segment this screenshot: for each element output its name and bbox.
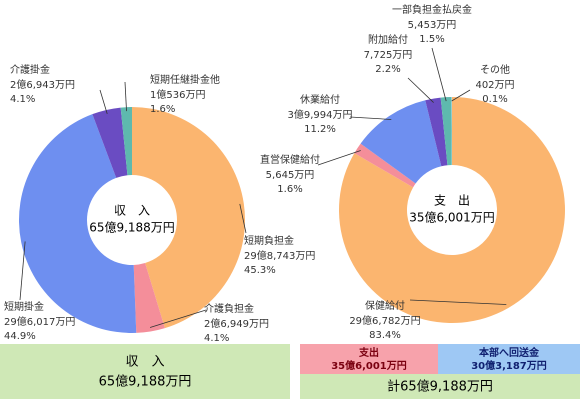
slice-amount: 29億8,743万円 (244, 249, 315, 262)
slice (360, 100, 442, 184)
slice (338, 97, 565, 323)
leader-line (409, 299, 507, 305)
slice (354, 143, 416, 188)
total-box (300, 374, 580, 399)
slice-amount: 5,453万円 (408, 20, 457, 31)
slice (132, 107, 246, 329)
slice-label: 短期掛金 (4, 300, 44, 313)
slice-amount: 1億536万円 (150, 88, 205, 101)
expense-box (300, 344, 438, 374)
slice-percent: 0.1% (482, 94, 507, 105)
slice-amount: 29億6,017万円 (4, 315, 75, 328)
slice (92, 107, 128, 178)
slice-percent: 4.1% (10, 94, 35, 105)
slice-percent: 2.2% (375, 64, 400, 75)
slice-label: 介護掛金 (10, 63, 50, 76)
slice-label: 休業給付 (300, 93, 340, 106)
center-value: 65億9,188万円 (89, 221, 175, 235)
slice-amount: 5,645万円 (266, 170, 315, 181)
slice-label: 短期任継掛金他 (150, 73, 220, 86)
slice (425, 97, 448, 167)
slice-label: 保健給付 (365, 299, 405, 312)
leader-line (431, 47, 447, 102)
slice-amount: 3億9,994万円 (288, 108, 353, 121)
slice-label: その他 (480, 63, 510, 76)
slice-label: 短期負担金 (244, 234, 294, 247)
transfer-amount: 30億3,187万円 (471, 359, 547, 372)
slice (120, 107, 132, 176)
transfer-box (438, 344, 580, 374)
leader-line (19, 241, 26, 301)
income-box (0, 344, 290, 399)
leader-line (349, 116, 392, 120)
total: 計65億9,188万円 (387, 379, 493, 395)
leader-line (407, 77, 434, 103)
slice (440, 97, 452, 166)
slice-percent: 1.6% (150, 104, 175, 115)
leader-line (99, 89, 108, 114)
slice-percent: 4.1% (204, 333, 229, 344)
center-value: 35億6,001万円 (409, 211, 495, 225)
income-title: 収 入 (125, 355, 164, 370)
slice-label: 直営保健給付 (260, 153, 320, 166)
slice (451, 97, 452, 166)
slice-percent: 44.9% (4, 331, 36, 342)
slice-amount: 2億6,949万円 (204, 317, 269, 330)
leader-line (317, 150, 361, 166)
expense-amount: 35億6,001万円 (331, 359, 407, 372)
slice-label: 附加給付 (368, 33, 408, 46)
slice-amount: 2億6,943万円 (10, 78, 75, 91)
slice-percent: 1.5% (419, 34, 444, 45)
slice-percent: 1.6% (277, 184, 302, 195)
expense-title: 支出 (358, 346, 379, 359)
slice-amount: 7,725万円 (364, 50, 413, 61)
slice-percent: 83.4% (369, 330, 401, 341)
slice-label: 介護負担金 (204, 302, 254, 315)
leader-line (239, 203, 247, 234)
leader-line (451, 89, 471, 102)
leader-line (149, 309, 207, 328)
income-amount: 65億9,188万円 (99, 374, 192, 390)
slice-percent: 45.3% (244, 265, 276, 276)
center-title: 収 入 (114, 204, 150, 218)
center-title: 支 出 (434, 194, 470, 208)
slice (133, 263, 165, 333)
slice-label: 一部負担金払戻金 (392, 3, 472, 16)
slice-amount: 402万円 (475, 80, 514, 91)
transfer-title: 本部へ回送金 (479, 346, 540, 359)
leader-line (124, 81, 127, 112)
slice-percent: 11.2% (304, 124, 336, 135)
slice-amount: 29億6,782万円 (349, 314, 420, 327)
slice (19, 114, 137, 333)
